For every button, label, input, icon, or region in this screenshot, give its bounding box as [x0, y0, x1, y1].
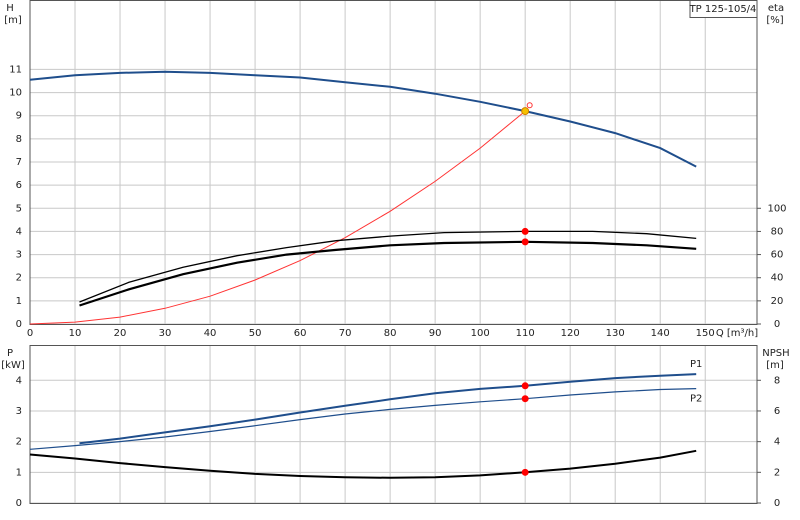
y-axis-unit: [m]: [4, 15, 22, 26]
y-tick-label: 2: [16, 437, 22, 448]
curve: [79, 230, 697, 303]
y2-tick-label: 8: [774, 375, 780, 386]
x-tick-label: 80: [384, 328, 397, 339]
operating-point: [521, 382, 529, 390]
y2-tick-label: 0: [774, 498, 780, 509]
curve: [29, 70, 697, 168]
operating-point: [521, 238, 529, 246]
y2-tick-label: 20: [771, 296, 784, 307]
y-tick-label: 4: [16, 226, 22, 237]
y-tick-label: 8: [16, 134, 22, 145]
x-tick-label: 90: [429, 328, 442, 339]
y-tick-label: 4: [16, 375, 22, 386]
y-axis-label: H: [6, 3, 14, 14]
y-tick-label: 1: [16, 467, 22, 478]
y2-tick-label: 60: [771, 250, 784, 261]
y-tick-label: 11: [9, 64, 22, 75]
x-tick-label: 10: [69, 328, 82, 339]
curve: [79, 373, 697, 445]
y-tick-label: 2: [16, 273, 22, 284]
y-tick-label: 10: [9, 88, 22, 99]
x-tick-label: 40: [204, 328, 217, 339]
y-tick-label: 1: [16, 296, 22, 307]
y-tick-label: 0: [16, 319, 22, 330]
x-axis-label: Q [m³/h]: [716, 328, 758, 339]
y-tick-label: 6: [16, 180, 22, 191]
plot-area: [30, 345, 757, 503]
title-box: [689, 0, 758, 18]
plot-frame: [29, 345, 758, 504]
x-tick-label: 110: [516, 328, 535, 339]
curve: [79, 240, 697, 307]
series-label: P1: [690, 359, 702, 370]
chart-title: TP 125-105/4: [689, 4, 757, 15]
x-tick-label: 0: [27, 328, 33, 339]
y2-axis-label: eta: [768, 3, 784, 14]
curve: [29, 449, 697, 479]
y-axis-unit: [kW]: [1, 360, 25, 371]
operating-point: [521, 227, 529, 235]
x-tick-label: 50: [249, 328, 262, 339]
operating-point: [521, 468, 529, 476]
y-tick-label: 9: [16, 111, 22, 122]
y-tick-label: 5: [16, 203, 22, 214]
operating-point: [521, 107, 530, 116]
y-tick-label: 3: [16, 250, 22, 261]
operating-point: [521, 395, 529, 403]
x-tick-label: 20: [114, 328, 127, 339]
y2-tick-label: 4: [774, 437, 780, 448]
y-axis-label: P: [7, 348, 13, 359]
y-tick-label: 7: [16, 157, 22, 168]
y2-axis-unit: [m]: [766, 360, 784, 371]
plot-frame: [29, 0, 758, 325]
x-tick-label: 150: [696, 328, 715, 339]
y2-axis-unit: [%]: [766, 15, 783, 26]
y2-tick-label: 80: [771, 226, 784, 237]
curve: [29, 110, 526, 325]
curve: [29, 388, 697, 450]
y2-tick-label: 6: [774, 406, 780, 417]
x-tick-label: 140: [651, 328, 670, 339]
y2-tick-label: 100: [767, 203, 786, 214]
series-label: P2: [690, 394, 702, 405]
x-tick-label: 30: [159, 328, 172, 339]
y2-tick-label: 2: [774, 467, 780, 478]
x-tick-label: 120: [561, 328, 580, 339]
x-tick-label: 60: [294, 328, 307, 339]
y-tick-label: 3: [16, 406, 22, 417]
y2-tick-label: 40: [771, 273, 784, 284]
y2-tick-label: 0: [774, 319, 780, 330]
y-tick-label: 0: [16, 498, 22, 509]
x-tick-label: 100: [471, 328, 490, 339]
y2-axis-label: NPSH: [762, 348, 789, 359]
x-tick-label: 70: [339, 328, 352, 339]
operating-point: [526, 102, 533, 109]
x-tick-label: 130: [606, 328, 625, 339]
